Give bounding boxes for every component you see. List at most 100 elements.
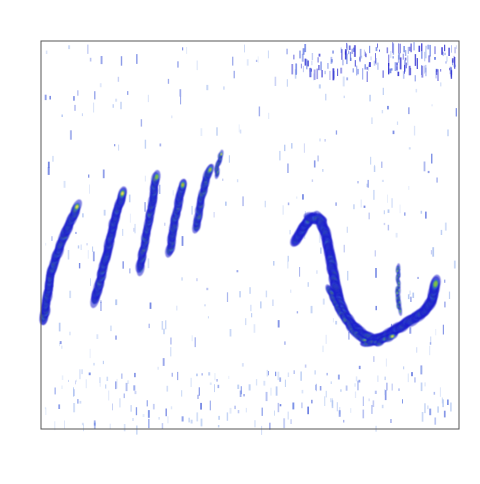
noise-speck (237, 410, 240, 414)
noise-speck (86, 243, 88, 246)
noise-speck (409, 327, 412, 334)
noise-speck (335, 130, 338, 135)
noise-speck (340, 67, 343, 74)
noise-speck (444, 301, 446, 308)
noise-speck (229, 407, 232, 414)
noise-speck (381, 110, 384, 114)
noise-speck (287, 372, 290, 377)
noise-speck (437, 69, 439, 81)
noise-speck (81, 113, 83, 117)
noise-speck (144, 175, 146, 182)
noise-speck (225, 201, 227, 206)
noise-speck (51, 236, 53, 241)
noise-speck (77, 90, 79, 96)
noise-speck (209, 382, 212, 385)
noise-speck (177, 61, 179, 68)
noise-speck (330, 59, 333, 63)
noise-speck (44, 406, 46, 410)
noise-speck (279, 377, 282, 382)
noise-speck (366, 66, 368, 70)
noise-speck (196, 373, 198, 377)
noise-speck (399, 57, 402, 70)
noise-speck (61, 345, 63, 349)
noise-speck (374, 164, 376, 172)
noise-speck (372, 400, 375, 407)
noise-speck (216, 379, 218, 382)
noise-speck (237, 384, 240, 389)
noise-speck (255, 379, 258, 386)
noise-speck (362, 68, 364, 80)
call-blob (181, 184, 184, 186)
noise-speck (410, 43, 412, 53)
noise-speck (442, 51, 444, 57)
noise-speck (302, 65, 304, 73)
noise-speck (396, 66, 398, 72)
noise-speck (367, 179, 369, 188)
noise-speck (79, 400, 82, 404)
noise-speck (78, 263, 81, 269)
noise-speck (47, 167, 50, 175)
noise-speck (277, 371, 280, 381)
noise-speck (128, 194, 131, 203)
noise-speck (448, 291, 451, 299)
noise-speck (277, 402, 280, 413)
noise-speck (358, 365, 361, 370)
noise-speck (291, 143, 293, 149)
noise-speck (254, 420, 256, 428)
noise-speck (284, 144, 286, 152)
noise-speck (383, 210, 385, 215)
noise-speck (356, 65, 358, 76)
noise-speck (58, 322, 61, 332)
noise-speck (359, 48, 362, 58)
noise-speck (318, 233, 321, 243)
noise-speck (351, 48, 353, 54)
noise-speck (325, 93, 327, 101)
noise-speck (320, 247, 322, 254)
noise-speck (425, 67, 427, 77)
noise-speck (194, 337, 196, 348)
noise-speck (346, 42, 348, 49)
noise-speck (120, 101, 122, 110)
noise-speck (81, 369, 83, 375)
noise-speck (110, 325, 112, 332)
noise-speck (89, 184, 90, 194)
noise-speck (182, 47, 184, 51)
noise-speck (373, 189, 375, 200)
noise-speck (324, 139, 326, 142)
noise-speck (416, 347, 418, 353)
noise-speck (293, 54, 295, 60)
noise-speck (365, 53, 367, 58)
noise-speck (399, 43, 401, 54)
noise-speck (399, 204, 401, 214)
noise-speck (341, 49, 343, 60)
noise-speck (245, 318, 247, 326)
noise-speck (416, 58, 418, 69)
noise-speck (171, 372, 173, 377)
noise-speck (266, 369, 268, 377)
noise-speck (176, 305, 178, 311)
noise-speck (373, 356, 375, 362)
noise-speck (343, 419, 345, 423)
noise-speck (450, 402, 452, 412)
noise-speck (439, 387, 441, 397)
noise-speck (445, 61, 447, 64)
noise-speck (301, 389, 304, 394)
noise-speck (316, 68, 319, 80)
noise-speck (100, 301, 102, 311)
noise-speck (134, 390, 137, 395)
noise-speck (417, 276, 419, 279)
noise-speck (385, 358, 387, 367)
noise-speck (159, 184, 161, 194)
noise-speck (342, 59, 344, 66)
noise-speck (442, 399, 444, 408)
noise-speck (322, 345, 324, 353)
noise-speck (239, 390, 242, 397)
noise-speck (118, 144, 120, 151)
noise-speck (427, 44, 430, 50)
noise-speck (217, 384, 220, 389)
noise-speck (242, 196, 244, 207)
noise-speck (239, 291, 241, 298)
noise-speck (170, 337, 172, 345)
noise-speck (87, 44, 89, 54)
noise-speck (152, 403, 155, 410)
